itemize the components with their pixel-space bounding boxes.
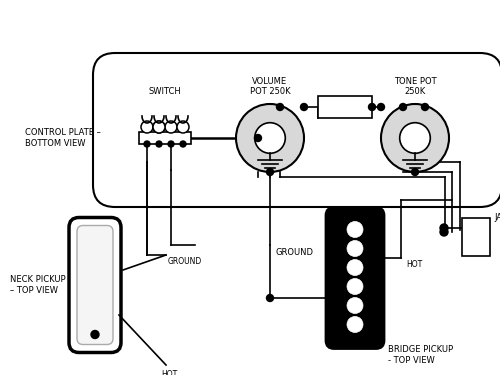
Text: HOT: HOT <box>406 260 422 269</box>
Circle shape <box>440 224 448 232</box>
Bar <box>139 132 191 144</box>
Text: CAPACITOR: CAPACITOR <box>324 104 366 110</box>
Text: BRIDGE PICKUP
- TOP VIEW: BRIDGE PICKUP - TOP VIEW <box>388 345 453 365</box>
Circle shape <box>276 104 283 111</box>
Circle shape <box>144 141 150 147</box>
Circle shape <box>347 222 363 237</box>
Circle shape <box>180 141 186 147</box>
FancyBboxPatch shape <box>326 207 384 348</box>
Text: CONTROL PLATE –
BOTTOM VIEW: CONTROL PLATE – BOTTOM VIEW <box>25 128 101 148</box>
Circle shape <box>378 104 384 111</box>
Circle shape <box>156 141 162 147</box>
Circle shape <box>422 104 428 111</box>
Circle shape <box>400 123 430 153</box>
Circle shape <box>236 104 304 172</box>
Circle shape <box>254 135 262 141</box>
FancyBboxPatch shape <box>93 53 500 207</box>
Circle shape <box>347 279 363 294</box>
FancyBboxPatch shape <box>69 217 121 352</box>
Circle shape <box>381 104 449 172</box>
Circle shape <box>347 260 363 276</box>
Text: VOLUME
POT 250K: VOLUME POT 250K <box>250 76 290 96</box>
Text: SWITCH: SWITCH <box>148 87 182 96</box>
Circle shape <box>347 297 363 314</box>
Circle shape <box>266 294 274 302</box>
Text: GROUND: GROUND <box>168 257 202 266</box>
Text: JACK: JACK <box>494 213 500 222</box>
Circle shape <box>400 104 406 111</box>
Circle shape <box>347 316 363 333</box>
Circle shape <box>300 104 308 111</box>
Text: TONE POT
250K: TONE POT 250K <box>394 76 436 96</box>
Circle shape <box>168 141 174 147</box>
Circle shape <box>165 121 177 133</box>
Circle shape <box>141 121 153 133</box>
Circle shape <box>368 104 376 111</box>
FancyBboxPatch shape <box>77 225 113 345</box>
Circle shape <box>177 121 189 133</box>
Circle shape <box>254 123 286 153</box>
Bar <box>318 96 372 118</box>
Circle shape <box>91 330 99 339</box>
Circle shape <box>153 121 165 133</box>
Circle shape <box>266 168 274 176</box>
Circle shape <box>153 121 165 133</box>
Bar <box>462 218 490 256</box>
Circle shape <box>347 240 363 256</box>
Text: GROUND: GROUND <box>275 248 313 257</box>
Text: HOT: HOT <box>161 370 177 375</box>
Circle shape <box>412 168 418 176</box>
Circle shape <box>440 228 448 236</box>
Text: NECK PICKUP
– TOP VIEW: NECK PICKUP – TOP VIEW <box>10 275 66 295</box>
